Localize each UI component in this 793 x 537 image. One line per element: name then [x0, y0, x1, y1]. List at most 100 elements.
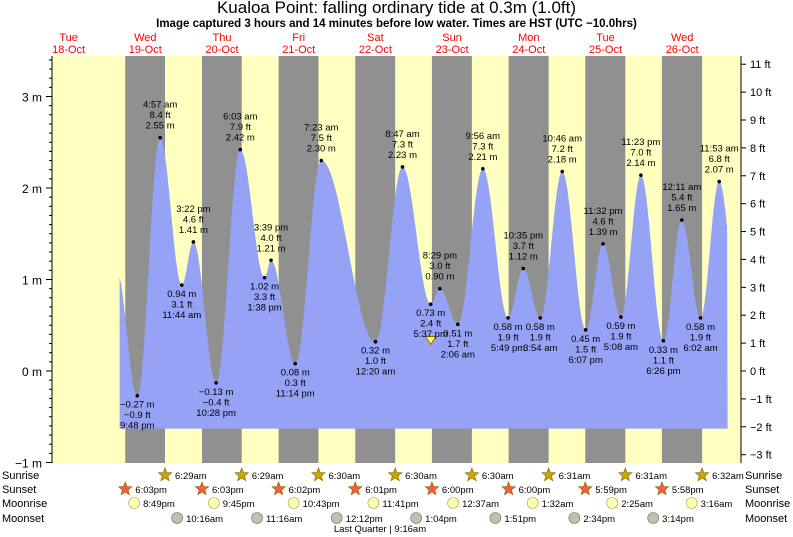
low-tide-label: 0.33 m	[649, 345, 678, 356]
tide-area	[119, 137, 728, 429]
high-tide-label: 7.2 ft	[552, 144, 573, 155]
low-tide-label: 1.9 ft	[530, 332, 551, 343]
moonrise-icon	[526, 497, 539, 509]
day-date-label: 18-Oct	[52, 44, 85, 56]
sunrise-time: 6:29am	[175, 471, 207, 482]
sunrise-icon	[617, 467, 633, 482]
day-name-label: Tue	[59, 32, 78, 44]
low-tide-label: 0.58 m	[686, 322, 715, 333]
sunset-time: 6:03pm	[212, 485, 244, 496]
high-tide-label: 1.39 m	[588, 227, 617, 238]
right-tick-label: 9 ft	[750, 115, 765, 127]
sunset-icon	[501, 481, 517, 496]
extreme-point	[583, 328, 588, 332]
left-tick-label: 0 m	[22, 365, 42, 379]
extreme-point	[506, 316, 510, 320]
high-tide-label: 2.30 m	[307, 144, 336, 155]
high-tide-label: 3.0 ft	[429, 261, 450, 272]
astronomy-rows: Sunrise Sunrise Sunset Sunset Moonrise Moonri…	[2, 467, 790, 535]
low-tide-label: 1.1 ft	[653, 355, 674, 366]
moonset-icon	[251, 512, 263, 524]
extreme-point	[521, 266, 526, 271]
high-tide-label: 3:22 pm	[176, 204, 210, 215]
high-tide-label: 10:46 am	[542, 134, 582, 145]
moonrise-time: 11:41pm	[382, 499, 418, 510]
moonrise-icon	[606, 497, 619, 509]
low-tide-label: 3:54 am	[523, 343, 557, 354]
low-tide-label: 1.9 ft	[690, 332, 711, 343]
high-tide-label: 1.21 m	[256, 243, 285, 254]
moonrise-icon	[447, 497, 459, 509]
low-tide-label: 6:02 am	[683, 343, 717, 354]
moonrise-time: 9:45pm	[223, 499, 255, 510]
moonset-icon	[330, 512, 343, 524]
low-tide-label: 0.73 m	[416, 308, 445, 319]
extreme-point	[428, 302, 433, 307]
right-tick-label: −3 ft	[750, 450, 772, 462]
low-tide-label: 12:20 am	[356, 367, 396, 378]
high-tide-label: 4.6 ft	[592, 216, 613, 227]
right-tick-label: 1 ft	[750, 338, 765, 350]
high-tide-label: 7.9 ft	[230, 122, 251, 133]
moonrise-icon	[287, 497, 300, 509]
low-tide-label: 5:08 am	[604, 342, 638, 353]
low-tide-label: 3.1 ft	[171, 299, 192, 310]
high-tide-label: 7.3 ft	[472, 141, 493, 152]
left-tick-label: 3 m	[22, 91, 42, 105]
day-date-label: 20-Oct	[205, 44, 238, 56]
sunset-time: 6:00pm	[442, 485, 474, 496]
sunset-icon	[424, 481, 440, 496]
moonrise-time: 2:25am	[621, 499, 653, 510]
low-tide-label: 0.94 m	[167, 289, 196, 300]
extreme-point	[293, 361, 298, 366]
low-tide-label: 0.59 m	[606, 321, 635, 332]
sunrise-time: 6:31am	[559, 471, 591, 482]
extreme-point	[158, 135, 162, 140]
extreme-point	[601, 242, 605, 246]
extreme-point	[438, 286, 442, 291]
extreme-point	[191, 240, 196, 244]
sunset-row-label-right: Sunset	[745, 484, 779, 496]
day-name-label: Wed	[671, 32, 693, 44]
day-date-label: 26-Oct	[666, 44, 699, 56]
high-tide-label: 2.14 m	[626, 158, 655, 169]
moonrise-row-label-left: Moonrise	[2, 498, 47, 510]
sunrise-icon	[541, 467, 557, 482]
extreme-point	[269, 258, 273, 263]
moonrise-time: 8:49pm	[143, 499, 175, 510]
sunrise-row-label-right: Sunrise	[745, 470, 782, 482]
low-tide-label: 1.7 ft	[447, 339, 468, 350]
low-tide-label: 11:44 am	[162, 310, 201, 321]
axes: −1 m 0 m 1 m 2 m 3 m −3 ft −2 ft −1 ft 0 ft 1 ft 2…	[15, 56, 772, 471]
left-tick-label: −1 m	[15, 457, 42, 471]
moonrise-icon	[128, 497, 140, 509]
day-date-label: 19-Oct	[129, 44, 162, 56]
low-tide-label: 2:06 am	[441, 349, 475, 360]
high-tide-label: 8:29 pm	[423, 251, 457, 262]
low-tide-label: 10:28 pm	[196, 408, 236, 419]
sunrise-icon	[694, 467, 710, 482]
sunrise-time: 6:30am	[328, 471, 360, 482]
sunrise-row-label-left: Sunrise	[2, 470, 39, 482]
right-tick-label: −1 ft	[750, 394, 772, 406]
extreme-point	[214, 381, 218, 385]
moonset-time: 11:16am	[266, 514, 302, 525]
high-tide-label: 2.42 m	[226, 133, 255, 144]
right-tick-label: 4 ft	[750, 254, 765, 266]
sunrise-icon	[310, 467, 326, 482]
extreme-labels: −0.27 m−0.9 ft9:48 pm 4:57 am8.4 ft2.55 m…	[120, 100, 739, 432]
low-tide-label: −0.4 ft	[203, 397, 230, 408]
high-tide-label: 11:23 pm	[621, 137, 660, 148]
high-tide-label: 7:23 am	[304, 123, 338, 134]
extreme-points	[135, 135, 721, 398]
sunrise-time: 6:32am	[712, 471, 744, 482]
day-name-label: Sun	[442, 32, 462, 44]
left-tick-label: 1 m	[22, 274, 42, 288]
high-tide-label: 8.4 ft	[150, 110, 171, 121]
high-tide-label: 8:47 am	[385, 129, 419, 140]
high-tide-label: 11:53 am	[700, 144, 739, 155]
high-tide-label: 5.4 ft	[671, 193, 692, 204]
sunset-icon	[117, 481, 133, 496]
low-tide-label: 5:37 pm	[414, 329, 448, 340]
